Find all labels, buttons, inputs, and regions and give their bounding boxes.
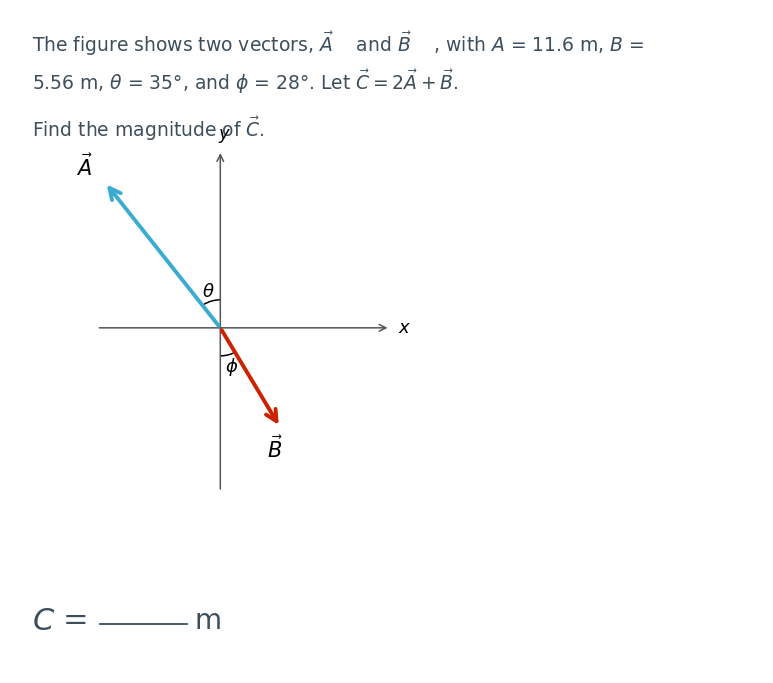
Text: $x$: $x$ [398,319,412,337]
Text: $\phi$: $\phi$ [225,356,239,378]
Text: The figure shows two vectors, $\vec{A}$    and $\vec{B}$    , with $A$ = 11.6 m,: The figure shows two vectors, $\vec{A}$ … [32,30,644,58]
Text: 5.56 m, $\theta$ = 35°, and $\phi$ = 28°. Let $\vec{C} = 2\vec{A} + \vec{B}$.: 5.56 m, $\theta$ = 35°, and $\phi$ = 28°… [32,68,458,96]
Text: $\theta$: $\theta$ [202,283,214,301]
Text: m: m [194,607,221,635]
Text: $\vec{A}$: $\vec{A}$ [76,154,93,180]
Text: $y$: $y$ [218,127,231,145]
Text: $\vec{B}$: $\vec{B}$ [267,435,283,462]
Text: Find the magnitude of $\vec{C}$.: Find the magnitude of $\vec{C}$. [32,115,265,143]
Text: $C$ =: $C$ = [32,606,87,637]
